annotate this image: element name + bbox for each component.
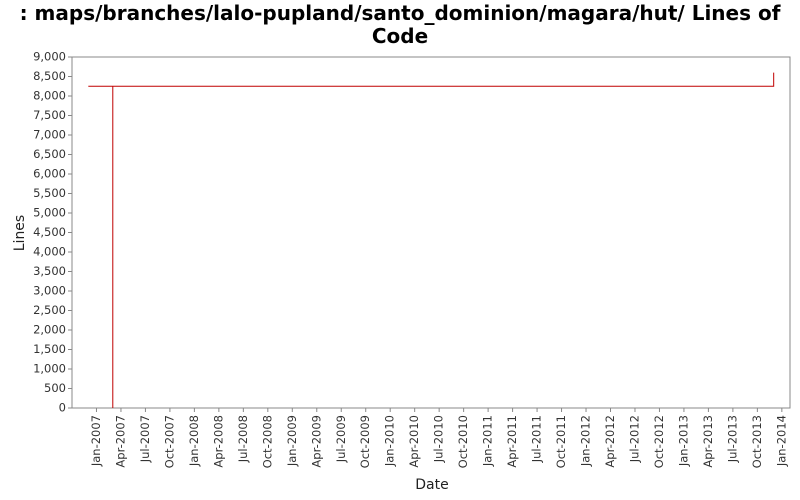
- y-tick-label: 5,500: [33, 186, 66, 200]
- y-tick-label: 7,000: [33, 128, 66, 142]
- x-tick-label: Oct-2012: [652, 415, 666, 468]
- y-tick-label: 0: [59, 401, 66, 415]
- x-tick-label: Apr-2010: [407, 415, 421, 468]
- y-tick-label: 1,000: [33, 362, 66, 376]
- chart-title: : maps/branches/lalo-pupland/santo_domin…: [19, 1, 781, 48]
- y-tick-label: 5,000: [33, 206, 66, 220]
- x-tick-label: Jan-2012: [579, 415, 593, 467]
- x-tick-label: Jul-2010: [432, 415, 446, 463]
- x-tick-label: Jul-2012: [627, 415, 641, 463]
- x-tick-label: Jul-2008: [236, 415, 250, 463]
- x-tick-label: Jul-2009: [334, 415, 348, 463]
- y-tick-label: 9,000: [33, 50, 66, 64]
- x-tick-label: Apr-2013: [701, 415, 715, 468]
- y-tick-label: 4,000: [33, 245, 66, 259]
- y-tick-label: 500: [44, 381, 66, 395]
- x-tick-label: Oct-2008: [260, 415, 274, 468]
- series-line: [88, 72, 775, 408]
- x-tick-label: Oct-2009: [358, 415, 372, 468]
- y-tick-label: 6,500: [33, 147, 66, 161]
- y-tick-label: 7,500: [33, 108, 66, 122]
- x-tick-label: Oct-2010: [456, 415, 470, 468]
- x-axis-title: Date: [415, 477, 448, 493]
- x-tick-label: Oct-2007: [162, 415, 176, 468]
- x-tick-label: Oct-2011: [554, 415, 568, 468]
- y-tick-label: 3,000: [33, 284, 66, 298]
- x-tick-label: Apr-2012: [603, 415, 617, 468]
- y-tick-label: 4,500: [33, 225, 66, 239]
- x-tick-label: Jan-2008: [187, 415, 201, 467]
- x-tick-label: Jan-2009: [285, 415, 299, 467]
- y-tick-label: 2,500: [33, 303, 66, 317]
- x-tick-label: Jan-2014: [774, 415, 788, 467]
- x-tick-label: Jan-2007: [89, 415, 103, 467]
- x-tick-label: Jul-2007: [138, 415, 152, 463]
- x-tick-label: Apr-2007: [113, 415, 127, 468]
- x-tick-label: Jul-2013: [725, 415, 739, 463]
- y-tick-label: 1,500: [33, 342, 66, 356]
- x-tick-label: Jan-2013: [676, 415, 690, 467]
- y-tick-label: 8,500: [33, 69, 66, 83]
- x-tick-label: Oct-2013: [750, 415, 764, 468]
- plot-area: [71, 56, 791, 409]
- x-tick-label: Apr-2009: [309, 415, 323, 468]
- x-tick-label: Jan-2010: [383, 415, 397, 467]
- y-axis-title: Lines: [12, 215, 28, 251]
- x-tick-label: Apr-2011: [505, 415, 519, 468]
- x-tick-label: Apr-2008: [211, 415, 225, 468]
- x-tick-label: Jul-2011: [530, 415, 544, 463]
- y-tick-label: 2,000: [33, 323, 66, 337]
- y-tick-label: 8,000: [33, 89, 66, 103]
- x-tick-label: Jan-2011: [481, 415, 495, 467]
- y-tick-label: 6,000: [33, 167, 66, 181]
- y-tick-label: 3,500: [33, 264, 66, 278]
